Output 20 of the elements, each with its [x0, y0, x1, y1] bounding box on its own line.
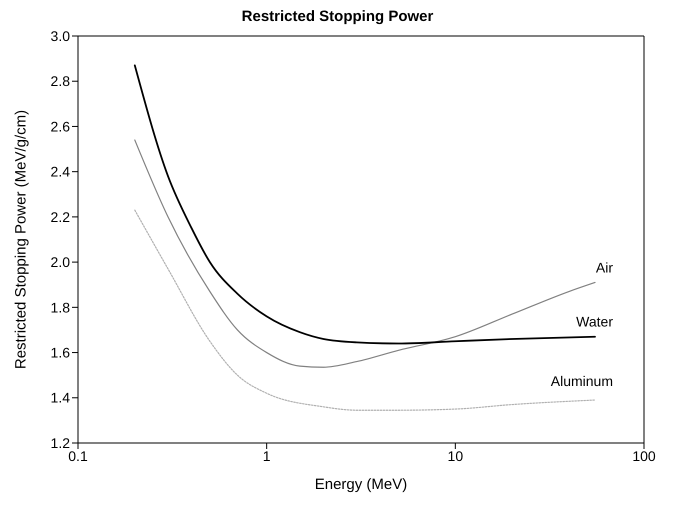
y-tick-label: 3.0	[50, 28, 70, 44]
x-tick-label: 0.1	[68, 448, 88, 464]
y-tick-label: 2.2	[50, 208, 70, 225]
y-axis-title: Restricted Stopping Power (MeV/g/cm)	[12, 110, 30, 370]
chart-title: Restricted Stopping Power	[240, 8, 434, 25]
y-tick-label: 1.4	[50, 390, 70, 406]
series-label: Aluminum	[550, 373, 614, 390]
y-tick-label: 2.0	[50, 254, 70, 270]
y-tick-label: 1.6	[50, 344, 70, 361]
x-tick-label: 1	[262, 448, 271, 464]
y-tick-label: 1.8	[50, 299, 70, 316]
x-tick-label: 100	[632, 448, 656, 464]
y-tick-label: 2.4	[50, 164, 70, 180]
series-label: Water	[576, 314, 614, 330]
x-axis-title: Energy (MeV)	[314, 476, 408, 493]
y-tick-label: 1.2	[50, 434, 70, 451]
x-tick-label: 10	[448, 448, 464, 464]
y-tick-label: 2.8	[50, 73, 70, 90]
y-tick-label: 2.6	[50, 118, 70, 134]
series-label: Air	[596, 259, 614, 276]
